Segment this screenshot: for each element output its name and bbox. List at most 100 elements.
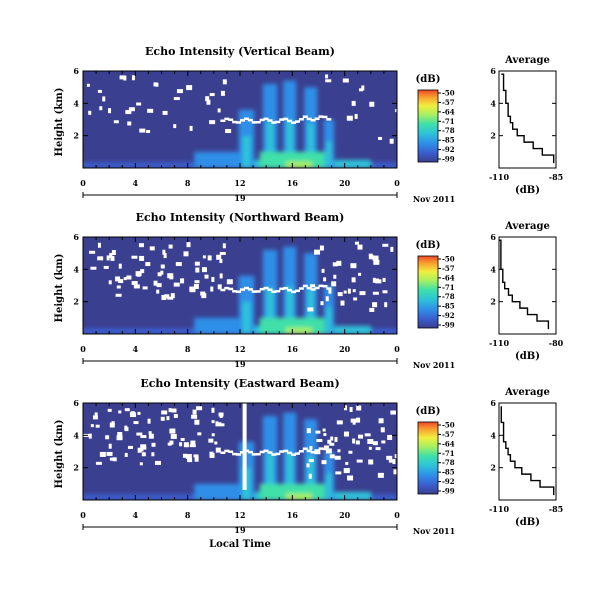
colorbar-tick-label: -99 — [442, 487, 455, 496]
x-tick-label: 8 — [185, 510, 191, 520]
colorbar-scale — [417, 89, 439, 163]
x-ticks: 0 4 8 12 16 20 0 — [80, 403, 400, 530]
x-tick-label: 0 — [394, 344, 400, 354]
profile-x-tick-label: -110 — [489, 338, 509, 348]
x-tick-label: 20 — [339, 178, 351, 188]
y-tick-label: 2 — [73, 131, 79, 141]
data-gap — [242, 403, 247, 490]
panel-title: Echo Intensity (Vertical Beam) — [145, 45, 335, 58]
profile-title: Average — [504, 221, 550, 232]
y-axis-label: Height (km) — [54, 88, 65, 157]
profile-x-label: (dB) — [515, 185, 540, 196]
profile-title: Average — [504, 55, 550, 66]
boundary-layer — [194, 317, 240, 334]
x-tick-label: 4 — [133, 344, 139, 354]
profile-y-tick-label: 6 — [490, 66, 496, 76]
profile-x-label: (dB) — [515, 351, 540, 362]
profile-x-tick-label: -85 — [549, 504, 563, 514]
colorbar: (dB)-50-57-64-71-78-85-92-99 — [416, 240, 455, 330]
profile-y-tick-label: 6 — [490, 398, 496, 408]
y-tick-label: 6 — [73, 66, 79, 76]
x-ticks: 0 4 8 12 16 20 0 — [80, 71, 400, 198]
x-tick-label: 8 — [185, 344, 191, 354]
x-tick-label: 0 — [80, 178, 86, 188]
colorbar-tick-label: -92 — [442, 145, 455, 154]
panel-vertical: Echo Intensity (Vertical Beam) Height (k… — [54, 45, 563, 204]
panel-northward: Echo Intensity (Northward Beam) Height (… — [54, 211, 564, 370]
convective-plume — [326, 307, 332, 334]
y-axis-label: Height (km) — [54, 420, 65, 489]
x-tick-label: 16 — [287, 344, 299, 354]
y-tick-label: 4 — [73, 430, 79, 440]
profile-line — [499, 239, 550, 330]
convective-plume — [266, 121, 274, 168]
profile-y-tick-label: 4 — [490, 98, 496, 108]
colorbar-tick-label: -78 — [442, 458, 455, 467]
heatmap — [82, 236, 398, 335]
colorbar-tick-label: -78 — [442, 292, 455, 301]
colorbar-tick-label: -71 — [442, 449, 455, 458]
y-tick-label: 2 — [73, 297, 79, 307]
missing-data — [86, 74, 397, 144]
y-tick-label: 6 — [73, 232, 79, 242]
convective-plume — [242, 301, 251, 334]
date-day: 19 — [234, 525, 246, 535]
y-tick-label: 6 — [73, 398, 79, 408]
x-tick-label: 12 — [234, 344, 245, 354]
heatmap — [82, 70, 398, 169]
profile-line — [500, 406, 555, 496]
colorbar-tick-label: -57 — [442, 430, 455, 439]
colorbar-unit: (dB) — [416, 240, 441, 251]
panel-title: Echo Intensity (Eastward Beam) — [140, 377, 339, 390]
profile-x-tick-label: -85 — [549, 172, 563, 182]
x-tick-label: 0 — [394, 178, 400, 188]
boundary-layer — [194, 483, 240, 500]
profile-y-tick-label: 4 — [490, 264, 496, 274]
convective-plume — [326, 141, 332, 168]
x-ticks: 0 4 8 12 16 20 0 — [80, 237, 400, 364]
colorbar-tick-label: -64 — [442, 107, 455, 116]
convective-plume — [286, 285, 293, 334]
heatmap — [82, 402, 398, 501]
surface-maximum — [285, 493, 312, 500]
convective-plume — [286, 451, 293, 500]
convective-plume — [307, 123, 314, 168]
colorbar-unit: (dB) — [416, 74, 441, 85]
date-label: Nov 2011 — [413, 360, 455, 370]
convective-plume — [266, 287, 274, 334]
profile-frame — [498, 70, 557, 169]
convective-plume — [307, 289, 314, 334]
y-tick-label: 4 — [73, 264, 79, 274]
x-tick-label: 0 — [80, 510, 86, 520]
y-ticks: 2 4 6 — [73, 66, 397, 141]
profile-x-tick-label: -110 — [489, 504, 509, 514]
y-tick-label: 2 — [73, 463, 79, 473]
colorbar-tick-label: -64 — [442, 439, 455, 448]
x-tick-label: 0 — [394, 510, 400, 520]
colorbar-tick-label: -64 — [442, 273, 455, 282]
boundary-layer — [194, 151, 240, 168]
date-label: Nov 2011 — [413, 194, 455, 204]
panel-eastward: Echo Intensity (Eastward Beam) Height (k… — [54, 377, 563, 550]
colorbar: (dB)-50-57-64-71-78-85-92-99 — [416, 406, 455, 496]
colorbar-tick-label: -92 — [442, 477, 455, 486]
convective-plume — [286, 119, 293, 168]
colorbar-tick-label: -57 — [442, 264, 455, 273]
profile-y-tick-label: 2 — [490, 131, 496, 141]
profile-y-tick-label: 2 — [490, 297, 496, 307]
y-ticks: 2 4 6 — [73, 232, 397, 307]
colorbar-unit: (dB) — [416, 406, 441, 417]
profile-x-label: (dB) — [515, 517, 540, 528]
panel-title: Echo Intensity (Northward Beam) — [136, 211, 345, 224]
colorbar-scale — [417, 255, 439, 329]
colorbar-tick-label: -71 — [442, 283, 455, 292]
profile-y-tick-label: 6 — [490, 232, 496, 242]
y-axis-label: Height (km) — [54, 254, 65, 323]
profile-title: Average — [504, 387, 550, 398]
x-tick-label: 20 — [339, 344, 351, 354]
x-tick-label: 12 — [234, 178, 245, 188]
colorbar-tick-label: -99 — [442, 321, 455, 330]
profile-panel: Average 2 4 6 -110 -80 (dB) — [489, 221, 564, 362]
profile-panel: Average 2 4 6 -110 -85 (dB) — [489, 387, 563, 528]
